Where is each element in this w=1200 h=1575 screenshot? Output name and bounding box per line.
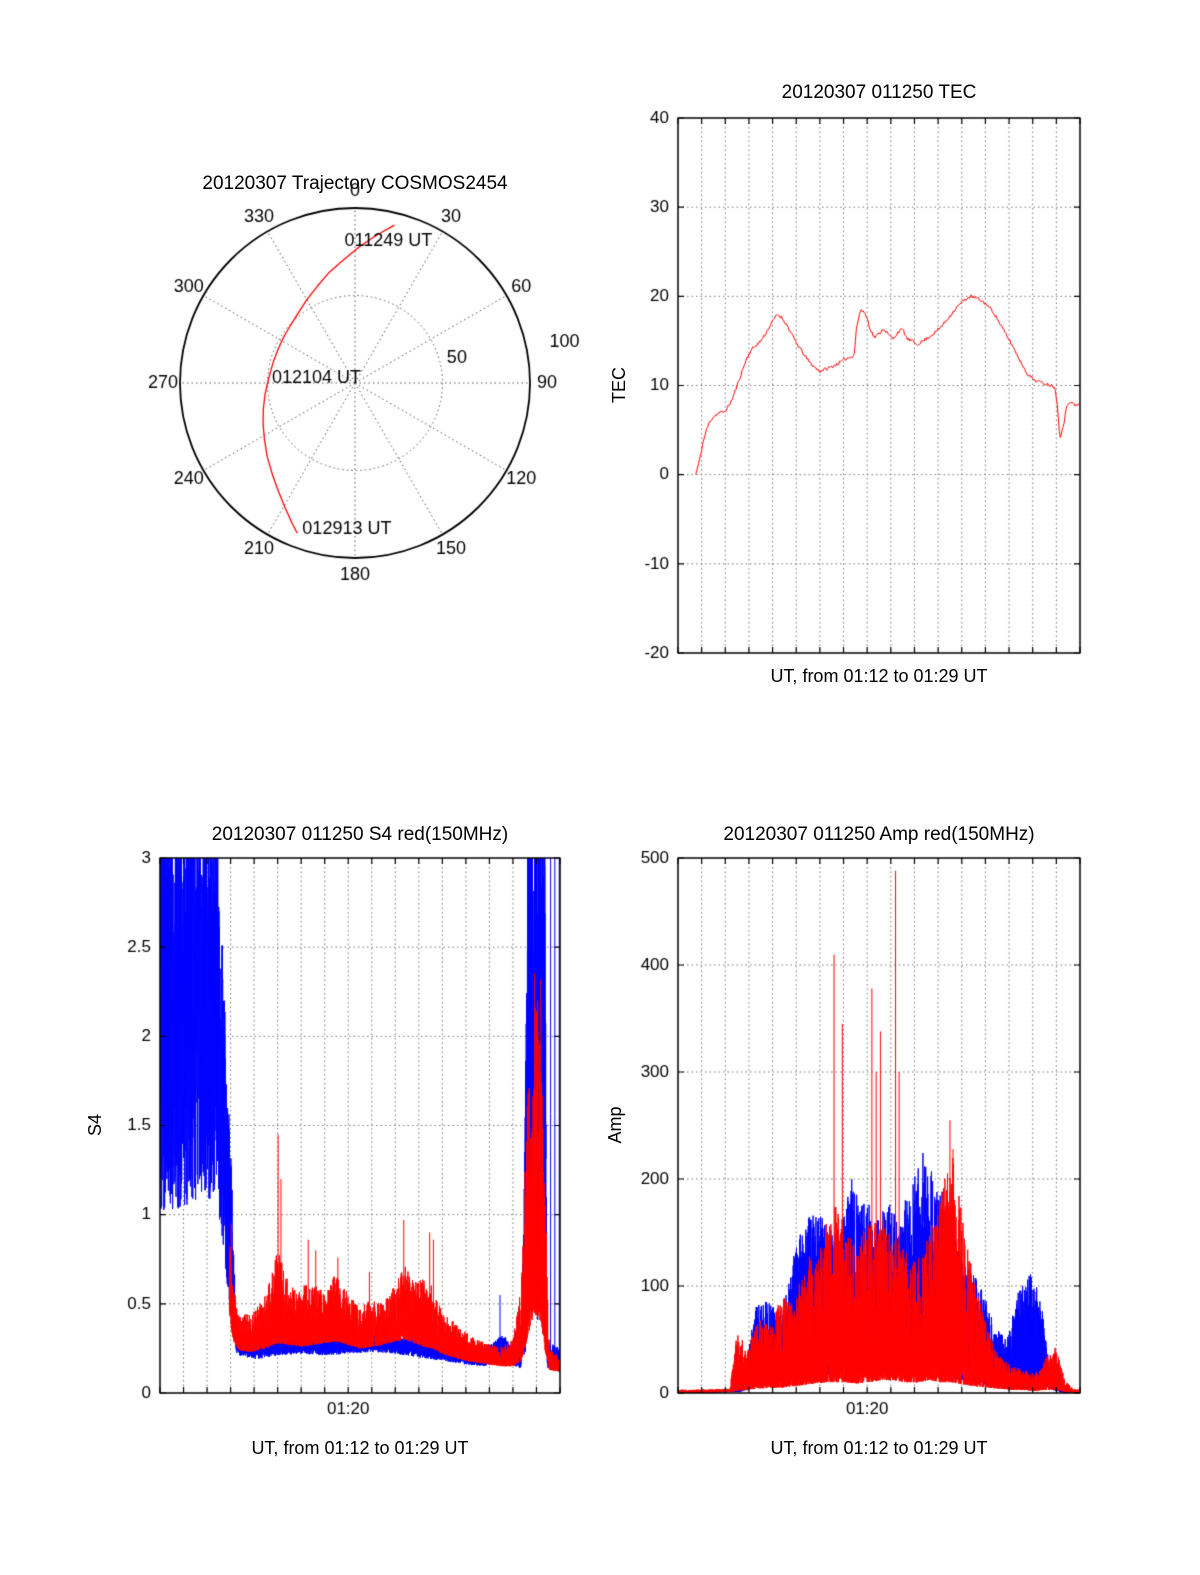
tec-title: 20120307 011250 TEC (781, 82, 977, 103)
tec-canvas (600, 70, 1130, 690)
tec-chart: 20120307 011250 TEC TEC UT, from 01:12 t… (600, 70, 1130, 690)
trajectory-chart: 20120307 Trajectory COSMOS2454 (120, 155, 600, 595)
s4-canvas (80, 810, 610, 1470)
amp-title: 20120307 011250 Amp red(150MHz) (723, 824, 1035, 845)
amp-chart: 20120307 011250 Amp red(150MHz) Amp UT, … (600, 810, 1130, 1470)
tec-x-axis-label: UT, from 01:12 to 01:29 UT (770, 666, 988, 686)
s4-title: 20120307 011250 S4 red(150MHz) (211, 824, 509, 845)
amp-x-axis-label: UT, from 01:12 to 01:29 UT (770, 1438, 988, 1458)
tec-y-axis-label: TEC (609, 367, 629, 403)
s4-x-axis-label: UT, from 01:12 to 01:29 UT (251, 1438, 469, 1458)
trajectory-title: 20120307 Trajectory COSMOS2454 (202, 173, 508, 194)
trajectory-canvas (120, 155, 600, 595)
amp-canvas (600, 810, 1130, 1470)
amp-y-axis-label: Amp (605, 1106, 625, 1144)
s4-chart: 20120307 011250 S4 red(150MHz) S4 UT, fr… (80, 810, 610, 1470)
s4-y-axis-label: S4 (85, 1113, 105, 1137)
